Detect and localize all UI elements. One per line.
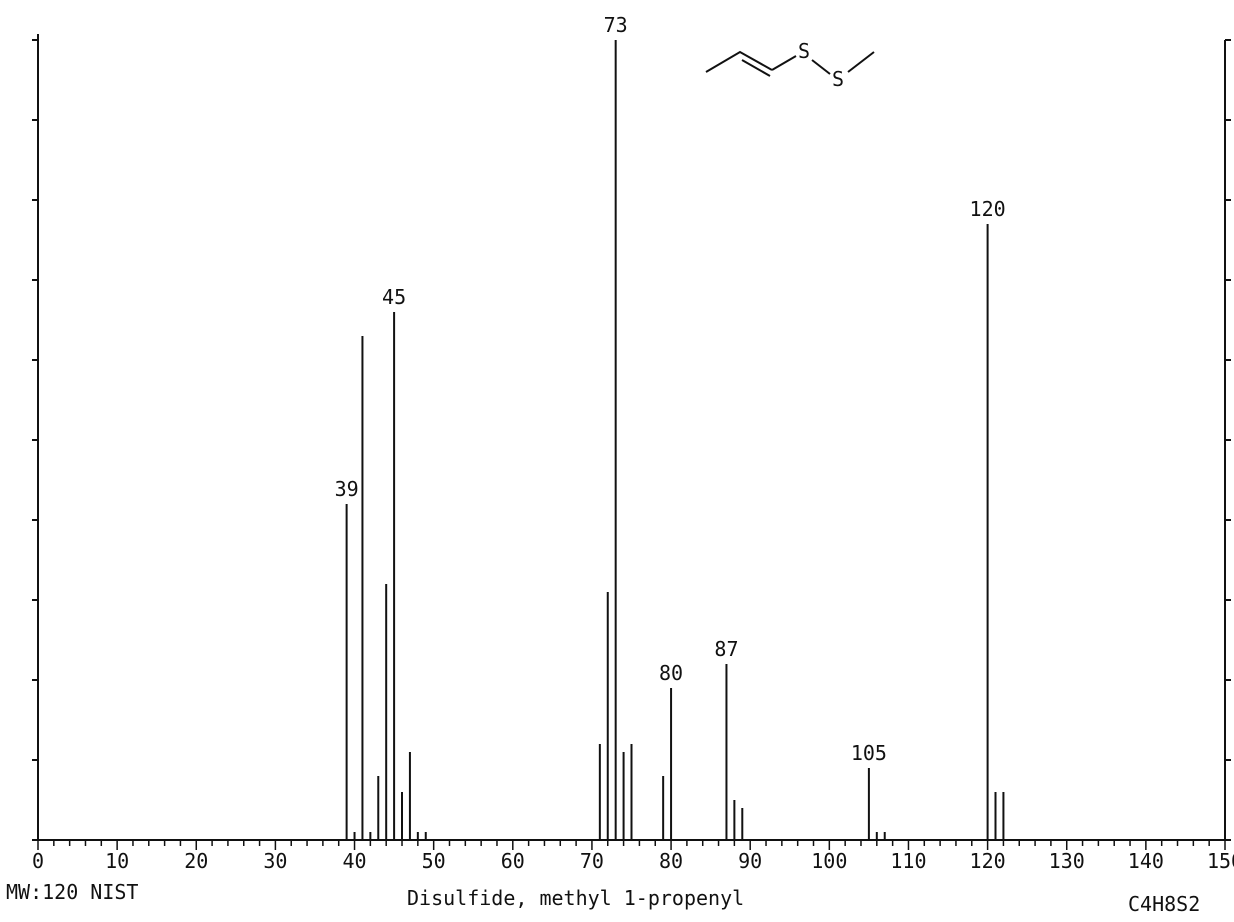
- x-tick-label: 60: [501, 849, 525, 873]
- x-tick-label: 150: [1207, 849, 1234, 873]
- x-tick-label: 110: [890, 849, 926, 873]
- x-tick-label: 70: [580, 849, 604, 873]
- x-tick-label: 120: [970, 849, 1006, 873]
- molecule-structure: S S: [705, 39, 875, 91]
- x-axis-tick-labels: 0 10 20 30 40 50 60 70 80 90 100 110 120 130 140 150: [32, 849, 1234, 873]
- x-tick-label: 130: [1049, 849, 1085, 873]
- chart-axes: [32, 34, 1231, 841]
- footer-formula: C4H8S2: [1128, 892, 1201, 916]
- x-tick-label: 10: [105, 849, 129, 873]
- structure-atom-s2: S: [832, 67, 844, 91]
- x-tick-label: 40: [342, 849, 366, 873]
- x-tick-label: 140: [1128, 849, 1164, 873]
- x-tick-label: 100: [811, 849, 847, 873]
- footer-molecular-weight: MW:120 NIST: [6, 880, 139, 904]
- peak-label: 45: [382, 285, 406, 309]
- structure-bond-to-s1: [771, 55, 797, 71]
- peak-label: 39: [335, 477, 359, 501]
- x-tick-label: 30: [263, 849, 287, 873]
- structure-bonds-left: [705, 50, 773, 73]
- x-tick-label: 50: [422, 849, 446, 873]
- x-tick-label: 80: [659, 849, 683, 873]
- peak-labels: 39 45 73 80 87 105 120: [335, 13, 1006, 765]
- peak-label: 120: [970, 197, 1006, 221]
- structure-double-bond: [741, 59, 771, 77]
- peak-label: 105: [851, 741, 887, 765]
- x-axis-ticks: [37, 840, 1226, 850]
- structure-bond-methyl: [847, 51, 875, 73]
- x-tick-label: 90: [738, 849, 762, 873]
- peak-bars: [345, 40, 1005, 840]
- x-tick-label: 0: [32, 849, 44, 873]
- footer-compound-name: Disulfide, methyl 1-propenyl: [407, 886, 745, 910]
- peak-label: 73: [604, 13, 628, 37]
- structure-s-s-bond: [811, 59, 831, 75]
- peak-label: 80: [659, 661, 683, 685]
- structure-atom-s1: S: [798, 39, 810, 63]
- peak-label: 87: [714, 637, 738, 661]
- x-tick-label: 20: [184, 849, 208, 873]
